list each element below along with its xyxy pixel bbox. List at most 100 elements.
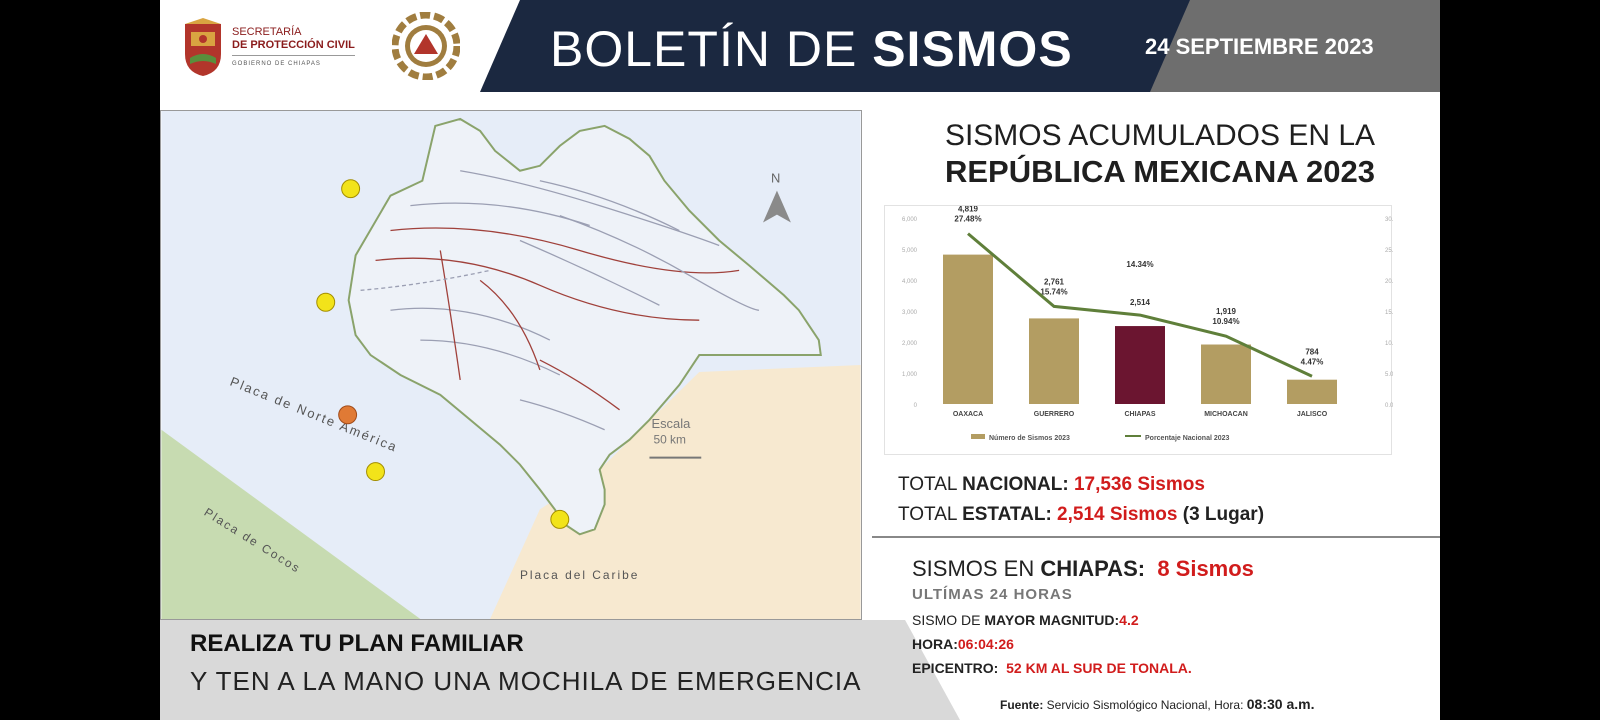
- max-magnitude-label-b: MAYOR MAGNITUD:: [984, 612, 1120, 628]
- legend-label-bars: Número de Sismos 2023: [989, 435, 1070, 442]
- x-tick-label: MICHOACAN: [1204, 411, 1248, 418]
- legend-label-line: Porcentaje Nacional 2023: [1145, 435, 1230, 442]
- chiapas-title: SISMOS EN CHIAPAS: 8 Sismos: [912, 556, 1254, 582]
- bar: [1201, 344, 1251, 404]
- accumulated-title-line2: REPÚBLICA MEXICANA 2023: [944, 154, 1376, 189]
- title-light: BOLETÍN DE: [550, 21, 873, 77]
- total-state-value: 2,514 Sismos: [1057, 504, 1178, 525]
- epicenter-marker: [366, 462, 385, 482]
- y-tick-label: 1,000: [902, 372, 918, 378]
- max-magnitude: SISMO DE MAYOR MAGNITUD:4.2: [912, 612, 1139, 628]
- info-background: [860, 538, 1440, 720]
- chart-container: 0 1,000 2,000 3,000 4,000 5,000 6,000 0.00% 5.00…: [884, 205, 1406, 455]
- total-national-label: TOTAL: [898, 474, 963, 495]
- north-arrow-icon: [763, 190, 791, 223]
- bar-value-label: 2,514: [1130, 298, 1151, 307]
- bar-value-label: 1,919: [1216, 307, 1237, 316]
- source-time: 08:30 a.m.: [1246, 696, 1315, 712]
- epicenter-marker: [341, 179, 361, 199]
- legend-swatch-bars: [971, 434, 985, 439]
- percent-label: 10.94%: [1212, 317, 1239, 326]
- source-note: Fuente: Servicio Sismológico Nacional, H…: [1000, 696, 1314, 712]
- y-tick-label: 0: [914, 403, 918, 409]
- plate-caribe-label: Placa del Caribe: [520, 568, 639, 582]
- bar: [1115, 326, 1165, 404]
- percent-line: [967, 232, 1313, 378]
- bulletin-frame: SECRETARÍA DE PROTECCIÓN CIVIL GOBIERNO …: [160, 0, 1440, 720]
- y-tick-label: 4,000: [902, 279, 918, 285]
- chiapas-count: 8 Sismos: [1157, 556, 1254, 581]
- bar: [1287, 379, 1337, 404]
- gov-line3: GOBIERNO DE CHIAPAS: [232, 55, 355, 71]
- y2-tick-label: 5.00%: [1385, 372, 1393, 378]
- chiapas-title-text: SISMOS EN: [912, 556, 1041, 581]
- epicenter-label: EPICENTRO:: [912, 660, 999, 676]
- header-band-gray: [1150, 0, 1440, 92]
- max-magnitude-label-a: SISMO DE: [912, 612, 985, 628]
- government-text: SECRETARÍA DE PROTECCIÓN CIVIL GOBIERNO …: [232, 26, 355, 71]
- epicenter: EPICENTRO: 52 KM AL SUR DE TONALA.: [912, 660, 1192, 676]
- north-label: N: [771, 171, 780, 186]
- y2-tick-label: 15.00%: [1385, 310, 1393, 316]
- source-label: Fuente:: [1000, 698, 1044, 712]
- epicenter-marker: [550, 509, 570, 529]
- proteccion-civil-logo-icon: [392, 12, 460, 80]
- chiapas-subtitle: ULTÍMAS 24 HORAS: [912, 586, 1073, 603]
- bar-value-label: 2,761: [1044, 277, 1065, 286]
- earthquake-bar-chart: 0 1,000 2,000 3,000 4,000 5,000 6,000 0.00% 5.00…: [902, 205, 1406, 442]
- x-tick-label: JALISCO: [1297, 411, 1328, 418]
- bulletin-title: BOLETÍN DE SISMOS: [550, 20, 1073, 78]
- quake-time: HORA:06:04:26: [912, 636, 1014, 652]
- percent-label: 14.34%: [1126, 260, 1153, 269]
- y-tick-label: 2,000: [902, 341, 918, 347]
- max-magnitude-value: 4.2: [1119, 612, 1139, 628]
- caribe-plate-area: [490, 365, 861, 619]
- total-state-rank: (3 Lugar): [1177, 504, 1265, 525]
- bar-value-label: 4,819: [958, 206, 979, 214]
- quake-time-label: HORA:: [912, 636, 958, 652]
- y-tick-label: 5,000: [902, 248, 918, 254]
- y-tick-label: 6,000: [902, 217, 918, 223]
- header: SECRETARÍA DE PROTECCIÓN CIVIL GOBIERNO …: [160, 0, 1440, 92]
- percent-label: 15.74%: [1040, 287, 1067, 296]
- section-divider: [872, 536, 1440, 538]
- bar: [943, 254, 993, 404]
- source-text: Servicio Sismológico Nacional, Hora:: [1043, 698, 1247, 712]
- fault-lines: [360, 170, 760, 431]
- x-tick-label: OAXACA: [953, 411, 983, 418]
- epicenter-marker-major: [338, 405, 358, 425]
- accumulated-title-line1: SISMOS ACUMULADOS EN LA: [944, 119, 1376, 152]
- gov-line2: DE PROTECCIÓN CIVIL: [232, 39, 355, 51]
- accumulated-title: SISMOS ACUMULADOS EN LA REPÚBLICA MEXICA…: [900, 118, 1420, 190]
- y2-tick-label: 10.00%: [1385, 341, 1393, 347]
- x-tick-label: GUERRERO: [1034, 411, 1075, 418]
- y2-tick-label: 30.00%: [1385, 217, 1393, 223]
- total-national-bold: NACIONAL:: [962, 474, 1074, 495]
- total-state-label: TOTAL: [898, 504, 963, 525]
- percent-label: 27.48%: [954, 215, 981, 224]
- y2-tick-label: 0.00%: [1385, 403, 1393, 409]
- total-state-bold: ESTATAL:: [962, 504, 1058, 525]
- chiapas-outline: [347, 117, 822, 536]
- y2-tick-label: 20.00%: [1385, 279, 1393, 285]
- scale-value: 50 km: [653, 433, 686, 447]
- epicenter-value: 52 KM AL SUR DE TONALA.: [1006, 660, 1192, 676]
- chiapas-title-bold: CHIAPAS:: [1040, 556, 1146, 581]
- total-state: TOTAL ESTATAL: 2,514 Sismos (3 Lugar): [898, 504, 1264, 526]
- gov-line1: SECRETARÍA: [232, 26, 302, 38]
- percent-label: 4.47%: [1301, 357, 1324, 366]
- title-bold: SISMOS: [872, 21, 1073, 77]
- total-national: TOTAL NACIONAL: 17,536 Sismos: [898, 474, 1205, 496]
- scale-label: Escala: [651, 416, 691, 431]
- bar: [1029, 318, 1079, 404]
- quake-time-value: 06:04:26: [957, 636, 1014, 652]
- plan-subline: Y TEN A LA MANO UNA MOCHILA DE EMERGENCI…: [190, 666, 862, 696]
- y-tick-label: 3,000: [902, 310, 918, 316]
- bar-value-label: 784: [1305, 347, 1319, 356]
- total-national-value: 17,536 Sismos: [1073, 474, 1205, 495]
- x-tick-label: CHIAPAS: [1125, 411, 1156, 418]
- bulletin-date: 24 SEPTIEMBRE 2023: [1145, 34, 1374, 59]
- y2-tick-label: 25.00%: [1385, 248, 1393, 254]
- chiapas-coat-of-arms-icon: [185, 18, 221, 76]
- epicenter-marker: [316, 292, 336, 312]
